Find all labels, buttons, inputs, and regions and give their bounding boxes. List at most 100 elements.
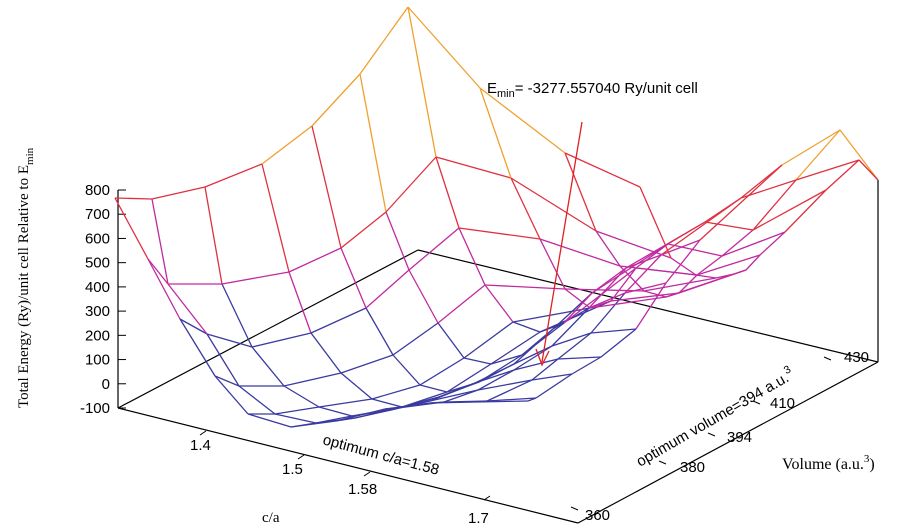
surface-mesh-line <box>745 254 761 271</box>
surface-mesh-line <box>206 333 253 348</box>
surface-mesh-line <box>365 269 410 309</box>
surface-mesh-line <box>595 230 621 267</box>
surface-mesh-line <box>635 243 669 269</box>
x-axis-tick <box>483 495 491 501</box>
z-axis-tick-label: 800 <box>85 182 110 199</box>
z-axis-tick-label: 400 <box>85 279 110 296</box>
surface-mesh-line <box>340 372 373 400</box>
surface-mesh-line <box>359 73 387 213</box>
surface-mesh-line <box>288 271 312 334</box>
surface-mesh-line <box>311 73 361 127</box>
surface-mesh-line <box>288 247 342 273</box>
surface-mesh-line <box>206 333 240 387</box>
energy-surface-mesh <box>114 6 879 428</box>
floor-axis-ticks <box>199 356 832 511</box>
surface-mesh-line <box>477 379 533 391</box>
surface-mesh-line <box>695 274 717 279</box>
surface-mesh-line <box>407 6 481 89</box>
surface-mesh-line <box>385 156 437 213</box>
surface-mesh-line <box>625 254 662 269</box>
surface-mesh-line <box>446 381 480 393</box>
emin-annotation-text: = -3277.557040 Ry/unit cell <box>515 80 698 97</box>
z-axis-tick-label: 300 <box>85 303 110 320</box>
surface-mesh-line <box>784 189 827 233</box>
surface-mesh-line <box>539 238 621 267</box>
surface-mesh-line <box>385 211 410 271</box>
surface-mesh-line <box>484 284 514 323</box>
surface-mesh-line <box>429 389 479 402</box>
surface-mesh-line <box>759 231 786 256</box>
surface-mesh-line <box>665 239 701 284</box>
x-axis-tick <box>297 454 305 460</box>
surface-mesh-line <box>151 186 206 200</box>
surface-mesh-line <box>458 227 541 240</box>
surface-mesh-line <box>513 358 559 371</box>
surface-mesh-line <box>443 389 479 403</box>
y-axis-tick <box>570 506 579 511</box>
surface-mesh-line <box>443 400 488 403</box>
surface-mesh-line <box>490 354 523 365</box>
surface-mesh-line <box>310 332 342 374</box>
surface-mesh-line <box>463 321 514 359</box>
x-tick-label: 1.58 <box>348 481 377 498</box>
surface-mesh-line <box>221 271 290 285</box>
surface-mesh-line <box>752 179 797 231</box>
surface-mesh-line <box>283 385 320 408</box>
optimum-volume-annotation-main: optimum volume=394 a.u. <box>634 369 792 470</box>
surface-mesh-line <box>478 354 523 383</box>
surface-mesh-line <box>477 369 515 391</box>
surface-mesh-line <box>600 328 637 358</box>
surface-mesh-line <box>114 197 153 200</box>
surface-mesh-line <box>513 345 553 371</box>
surface-mesh-line <box>408 227 460 271</box>
surface-mesh-line <box>740 164 783 199</box>
surface-mesh-line <box>167 283 208 335</box>
surface-mesh-line <box>179 318 216 377</box>
z-axis-label-main: Total Energy (Ry)/unit cell Relative to … <box>16 165 32 408</box>
surface-mesh-line <box>795 159 860 181</box>
surface-mesh-line <box>392 322 439 356</box>
y-axis-tick <box>752 400 761 405</box>
x-axis-tick <box>363 471 371 477</box>
surface-mesh-line <box>733 269 747 275</box>
z-axis-tick-label: 600 <box>85 230 110 247</box>
surface-mesh-line <box>619 265 645 292</box>
surface-mesh-line <box>310 307 367 334</box>
surface-mesh-line <box>589 300 612 309</box>
surface-mesh-line <box>624 254 662 294</box>
surface-mesh-line <box>571 356 602 375</box>
surface-mesh-line <box>419 357 465 386</box>
surface-mesh-line <box>437 322 465 359</box>
y-axis-label-close: ) <box>869 456 874 473</box>
surface-mesh-line <box>670 257 697 276</box>
emin-arrow <box>535 121 583 367</box>
surface-mesh-line <box>204 163 263 188</box>
surface-mesh-line <box>419 384 448 393</box>
y-tick-label: 380 <box>680 459 705 476</box>
emin-annotation-sub: min <box>497 88 515 100</box>
surface-mesh-line <box>667 243 723 257</box>
x-axis-tick <box>199 430 207 436</box>
z-axis-tick-label: 200 <box>85 327 110 344</box>
emin-arrow-head <box>535 348 550 367</box>
surface-mesh-line <box>147 258 181 320</box>
surface-mesh-line <box>251 332 312 348</box>
surface-mesh-line <box>564 288 591 309</box>
surface-mesh-line <box>563 267 637 324</box>
surface-mesh-line <box>214 375 249 415</box>
surface-mesh-line <box>261 125 313 165</box>
surface-mesh-line <box>512 321 541 333</box>
z-axis-tick-label: -100 <box>80 400 110 417</box>
surface-mesh-line <box>639 186 672 259</box>
surface-mesh-line <box>564 152 597 232</box>
z-axis-label-sub: min <box>24 147 36 165</box>
surface-mesh-line <box>563 292 593 324</box>
surface-mesh-line <box>179 318 208 335</box>
z-axis-tick-label: 500 <box>85 255 110 272</box>
surface-mesh-line <box>437 284 486 324</box>
surface-mesh-line <box>678 274 698 294</box>
x-axis-label: c/a <box>262 510 280 526</box>
surface-mesh-line <box>351 406 403 417</box>
front-left-floor-edge <box>117 407 579 524</box>
